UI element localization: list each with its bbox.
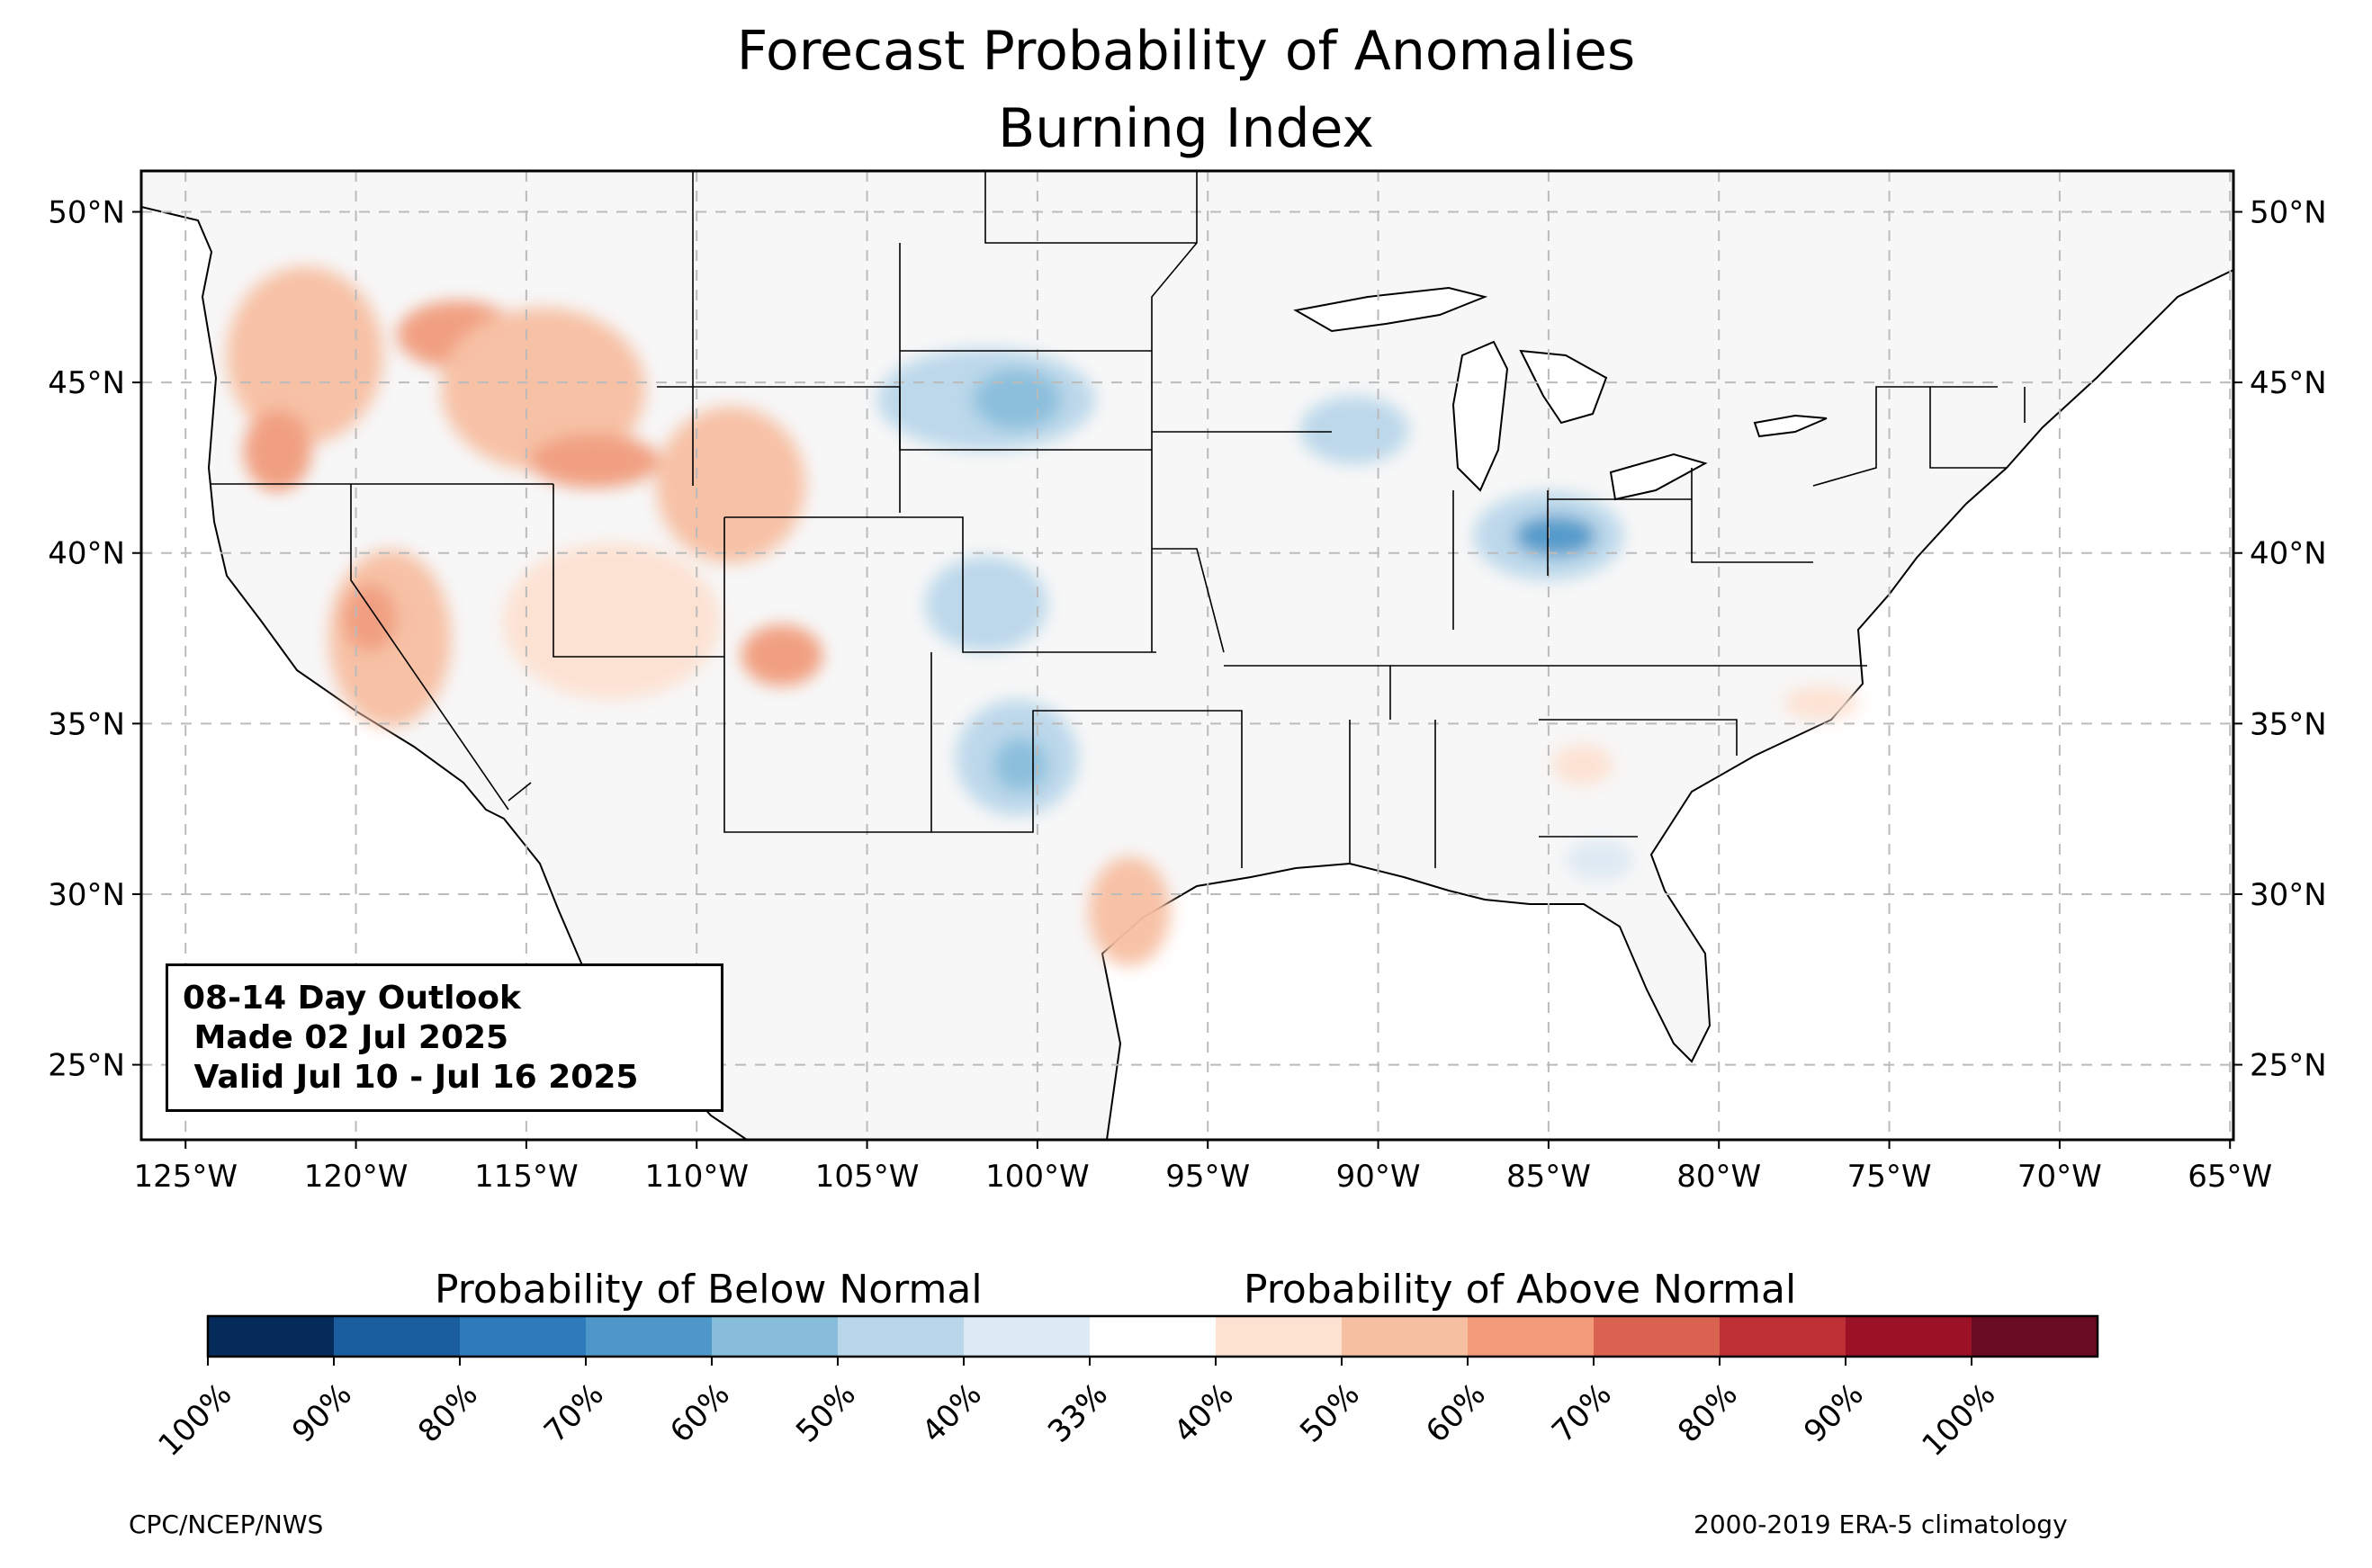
lat-axis: 50°N 50°N 45°N 45°N 40°N 40°N 35°N 35°N 30°N 30°N… bbox=[48, 195, 2326, 1084]
anomaly-region-above-1 bbox=[243, 409, 312, 492]
outlook-period: 08-14 Day Outlook bbox=[183, 980, 521, 1017]
lat-tick-label-right-0: 50°N bbox=[2250, 195, 2327, 231]
lat-tick-label-right-4: 30°N bbox=[2250, 877, 2327, 913]
credit-right: 2000-2019 ERA-5 climatology bbox=[1694, 1510, 2068, 1539]
lon-tick-label-12: 65°W bbox=[2188, 1159, 2272, 1195]
lat-tick-label-left-4: 30°N bbox=[48, 877, 125, 913]
colorbar bbox=[208, 1316, 2098, 1357]
colorbar-swatch-12 bbox=[1720, 1316, 1846, 1357]
anomaly-region-below-20 bbox=[1514, 515, 1596, 557]
colorbar-swatch-9 bbox=[1342, 1316, 1469, 1357]
legend-above-label: Probability of Above Normal bbox=[1244, 1267, 1797, 1313]
anomaly-region-below-18 bbox=[1299, 396, 1409, 465]
anomaly-region-above-0 bbox=[226, 266, 383, 444]
colorbar-swatch-2 bbox=[460, 1316, 587, 1357]
lat-tick-label-right-5: 25°N bbox=[2250, 1048, 2327, 1084]
colorbar-ticks bbox=[207, 1357, 1972, 1366]
great-lakes bbox=[1293, 286, 1828, 501]
lat-tick-label-right-1: 45°N bbox=[2250, 365, 2327, 401]
outlook-info-box: 08-14 Day Outlook Made 02 Jul 2025 Valid… bbox=[166, 963, 723, 1112]
anomaly-region-above-7 bbox=[342, 583, 397, 652]
anomaly-layer bbox=[226, 266, 1859, 966]
anomaly-region-above-10 bbox=[1088, 856, 1171, 966]
colorbar-swatch-4 bbox=[712, 1316, 839, 1357]
anomaly-region-above-4 bbox=[529, 434, 660, 488]
valid-dates: Valid Jul 10 - Jul 16 2025 bbox=[183, 1059, 639, 1096]
lon-tick-label-10: 75°W bbox=[1847, 1159, 1932, 1195]
colorbar-frame bbox=[206, 1314, 2099, 1358]
land-mass bbox=[141, 171, 2233, 1140]
colorbar-swatch-7 bbox=[1090, 1316, 1217, 1357]
anomaly-region-above-3 bbox=[441, 307, 646, 471]
gridlines bbox=[141, 171, 2233, 1140]
lat-tick-label-left-3: 35°N bbox=[48, 706, 125, 742]
colorbar-swatch-6 bbox=[964, 1316, 1091, 1357]
anomaly-region-above-8 bbox=[502, 542, 721, 700]
anomaly-region-below-14 bbox=[972, 368, 1062, 431]
legend-below-label: Probability of Below Normal bbox=[435, 1267, 983, 1313]
lat-tick-label-right-2: 40°N bbox=[2250, 536, 2327, 572]
colorbar-swatch-3 bbox=[586, 1316, 713, 1357]
lat-tick-label-left-1: 45°N bbox=[48, 365, 125, 401]
lon-tick-label-5: 100°W bbox=[985, 1159, 1090, 1195]
map-title: Forecast Probability of Anomalies bbox=[736, 20, 1636, 83]
lat-tick-label-left-0: 50°N bbox=[48, 195, 125, 231]
anomaly-region-above-12 bbox=[1551, 744, 1613, 785]
lon-tick-label-8: 85°W bbox=[1506, 1159, 1591, 1195]
colorbar-swatch-13 bbox=[1846, 1316, 1972, 1357]
map-frame bbox=[139, 169, 2235, 1142]
lon-tick-label-4: 105°W bbox=[815, 1159, 920, 1195]
lon-tick-label-11: 70°W bbox=[2017, 1159, 2102, 1195]
anomaly-region-above-9 bbox=[741, 624, 823, 686]
colorbar-swatch-11 bbox=[1594, 1316, 1721, 1357]
map-subtitle: Burning Index bbox=[998, 97, 1374, 160]
anomaly-region-above-5 bbox=[655, 406, 806, 564]
colorbar-swatch-10 bbox=[1468, 1316, 1595, 1357]
lon-tick-label-0: 125°W bbox=[133, 1159, 238, 1195]
anomaly-region-below-21 bbox=[1565, 839, 1634, 881]
colorbar-swatch-1 bbox=[334, 1316, 461, 1357]
anomaly-region-below-17 bbox=[993, 737, 1048, 793]
colorbar-swatch-0 bbox=[208, 1316, 335, 1357]
lon-tick-label-2: 115°W bbox=[474, 1159, 579, 1195]
state-borders bbox=[210, 171, 2026, 868]
lon-tick-label-3: 110°W bbox=[644, 1159, 749, 1195]
colorbar-swatch-5 bbox=[838, 1316, 965, 1357]
lon-tick-label-7: 90°W bbox=[1336, 1159, 1421, 1195]
anomaly-region-below-15 bbox=[924, 556, 1048, 652]
credit-left: CPC/NCEP/NWS bbox=[129, 1510, 324, 1539]
lat-tick-label-left-2: 40°N bbox=[48, 536, 125, 572]
anomaly-region-above-11 bbox=[1783, 685, 1859, 721]
lat-tick-label-left-5: 25°N bbox=[48, 1048, 125, 1084]
lon-tick-label-6: 95°W bbox=[1165, 1159, 1250, 1195]
made-date: Made 02 Jul 2025 bbox=[183, 1019, 509, 1056]
colorbar-swatch-8 bbox=[1216, 1316, 1343, 1357]
lon-tick-label-9: 80°W bbox=[1676, 1159, 1761, 1195]
lon-tick-label-1: 120°W bbox=[304, 1159, 409, 1195]
lat-tick-label-right-3: 35°N bbox=[2250, 706, 2327, 742]
colorbar-swatch-14 bbox=[1972, 1316, 2098, 1357]
lon-axis: 125°W 120°W 115°W 110°W 105°W 100°W 95°W 90°W 85… bbox=[133, 1140, 2272, 1195]
